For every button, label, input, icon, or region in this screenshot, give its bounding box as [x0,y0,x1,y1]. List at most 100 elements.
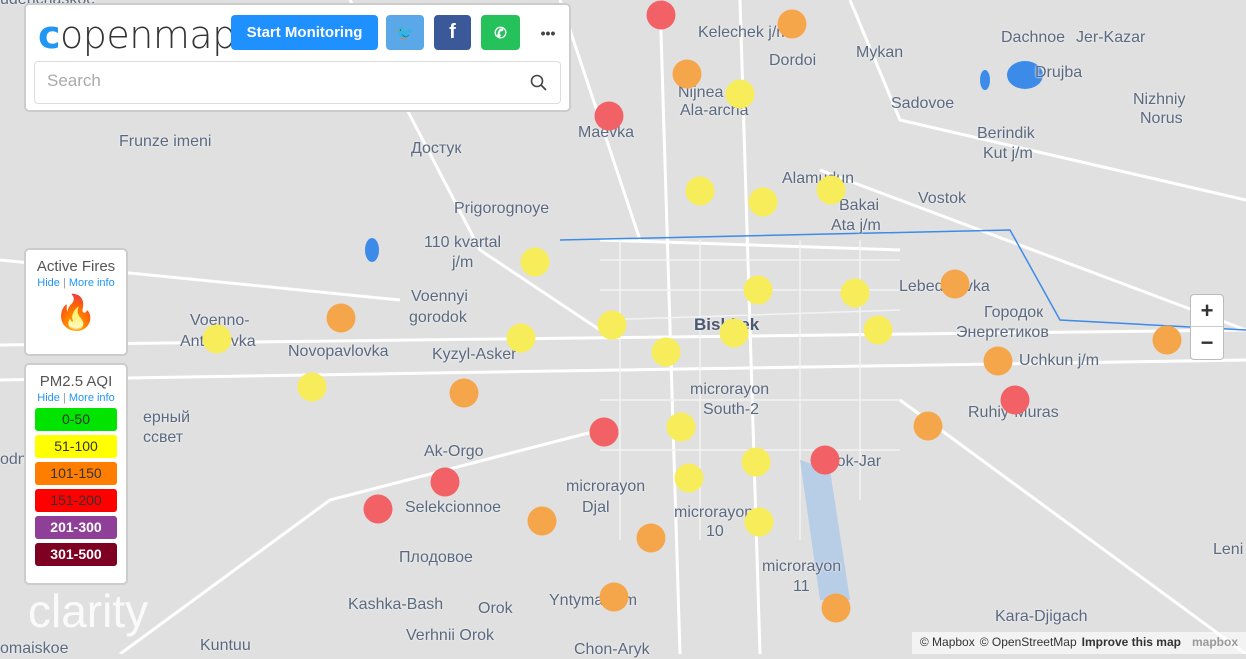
aqi-sensor-marker-red[interactable] [646,0,676,30]
aqi-sensor-marker-orange[interactable] [983,346,1013,376]
separator: | [62,392,66,404]
aqi-sensor-marker-yellow[interactable] [674,463,704,493]
place-label: Городок [984,304,1044,321]
place-label: Drujba [1035,64,1083,81]
aqi-sensor-marker-yellow[interactable] [297,372,327,402]
aqi-sensor-marker-red[interactable] [1000,385,1030,415]
place-label: Mykan [856,44,904,61]
whatsapp-share-button[interactable]: ✆ [481,15,520,50]
aqi-sensor-marker-yellow[interactable] [748,187,778,217]
place-label: odn [0,451,27,468]
place-label: omaiskoe [0,640,69,657]
place-label: Voennyi [411,288,468,305]
aqi-sensor-marker-orange[interactable] [599,582,629,612]
aqi-sensor-marker-orange[interactable] [527,506,557,536]
place-label: 10 [706,523,724,540]
place-label: microrayon [690,381,770,398]
place-label: Плодовое [399,549,473,566]
aqi-more-info-link[interactable]: More info [68,392,115,404]
place-label: Voenno- [190,312,250,329]
place-label: Berindik [977,125,1035,142]
aqi-sensor-marker-yellow[interactable] [202,324,232,354]
more-options-button[interactable]: ••• [540,24,556,41]
aqi-sensor-marker-orange[interactable] [940,269,970,299]
facebook-share-button[interactable]: f [434,15,471,50]
place-label: Prigorognoye [454,200,550,217]
place-label: Bakai [839,197,880,214]
aqi-legend-title: PM2.5 AQI [39,373,113,390]
zoom-in-button[interactable]: + [1191,295,1223,327]
active-fires-title: Active Fires [36,258,116,275]
place-label: Frunze imeni [119,133,212,150]
aqi-sensor-marker-orange[interactable] [913,411,943,441]
place-label: Sadovoe [891,95,955,112]
aqi-hide-link[interactable]: Hide [37,392,60,404]
fires-more-info-link[interactable]: More info [68,277,115,289]
place-label: Chon-Aryk [574,641,650,658]
twitter-share-button[interactable]: 🐦 [386,15,424,50]
aqi-sensor-marker-orange[interactable] [1152,325,1182,355]
place-label: Достук [411,140,462,157]
aqi-sensor-marker-yellow[interactable] [725,79,755,109]
zoom-out-button[interactable]: − [1200,330,1214,355]
mapbox-attribution-link[interactable]: © Mapbox [919,635,975,649]
search-box [34,61,561,104]
aqi-sensor-marker-orange[interactable] [821,593,851,623]
place-label: Ak-Orgo [424,443,484,460]
pm25-aqi-legend: PM2.5 AQI Hide | More info 0-50 51-100 101… [24,363,128,585]
aqi-sensor-marker-yellow[interactable] [741,447,771,477]
place-label: 11 [793,578,810,595]
improve-map-link[interactable]: Improve this map [1081,635,1181,649]
aqi-sensor-marker-orange[interactable] [636,523,666,553]
aqi-sensor-marker-red[interactable] [594,101,624,131]
openmap-logo: copenmap [38,13,236,57]
aqi-sensor-marker-red[interactable] [430,467,460,497]
place-label: Verhnii Orok [406,627,495,644]
aqi-sensor-marker-yellow[interactable] [719,318,749,348]
start-monitoring-button[interactable]: Start Monitoring [231,15,378,50]
aqi-sensor-marker-yellow[interactable] [863,315,893,345]
aqi-sensor-marker-orange[interactable] [326,303,356,333]
place-label: Selekcionnoe [405,499,502,516]
aqi-sensor-marker-yellow[interactable] [840,278,870,308]
place-label: Kok-Jar [826,453,882,470]
place-label: Энергетиков [956,324,1049,341]
place-label: Kara-Djigach [995,608,1088,625]
aqi-sensor-marker-yellow[interactable] [816,175,846,205]
aqi-sensor-marker-yellow[interactable] [743,275,773,305]
fire-icon: 🔥 [54,294,98,332]
place-label: microrayon [674,504,754,521]
search-input[interactable] [47,71,507,91]
place-label: Dachnoe [1001,29,1066,46]
place-label: ссвет [143,429,184,446]
place-label: Novopavlovka [288,343,389,360]
header-panel: copenmap Start Monitoring 🐦 f ✆ ••• [24,3,571,112]
place-label: microrayon [762,558,842,575]
search-icon[interactable] [530,74,548,92]
place-label: South-2 [703,401,760,418]
place-label: Kut j/m [983,145,1033,162]
osm-attribution-link[interactable]: © OpenStreetMap [979,635,1077,649]
place-label: gorodok [409,309,467,326]
aqi-sensor-marker-yellow[interactable] [744,507,774,537]
aqi-sensor-marker-yellow[interactable] [666,412,696,442]
place-label: Kashka-Bash [348,596,444,613]
place-label: Leni [1213,541,1244,558]
aqi-sensor-marker-yellow[interactable] [506,323,536,353]
aqi-sensor-marker-yellow[interactable] [685,176,715,206]
aqi-sensor-marker-orange[interactable] [672,59,702,89]
aqi-sensor-marker-yellow[interactable] [520,247,550,277]
aqi-sensor-marker-yellow[interactable] [651,337,681,367]
aqi-sensor-marker-orange[interactable] [449,378,479,408]
mapbox-logo[interactable]: mapbox [1191,635,1238,649]
aqi-sensor-marker-orange[interactable] [777,9,807,39]
aqi-level-101-150: 101-150 [35,462,117,485]
aqi-sensor-marker-red[interactable] [363,494,393,524]
aqi-sensor-marker-red[interactable] [810,445,840,475]
facebook-icon: f [449,21,456,43]
aqi-sensor-marker-yellow[interactable] [597,310,627,340]
place-label: Kelechek j/m [698,24,790,41]
aqi-sensor-marker-red[interactable] [589,417,619,447]
fires-hide-link[interactable]: Hide [37,277,60,289]
